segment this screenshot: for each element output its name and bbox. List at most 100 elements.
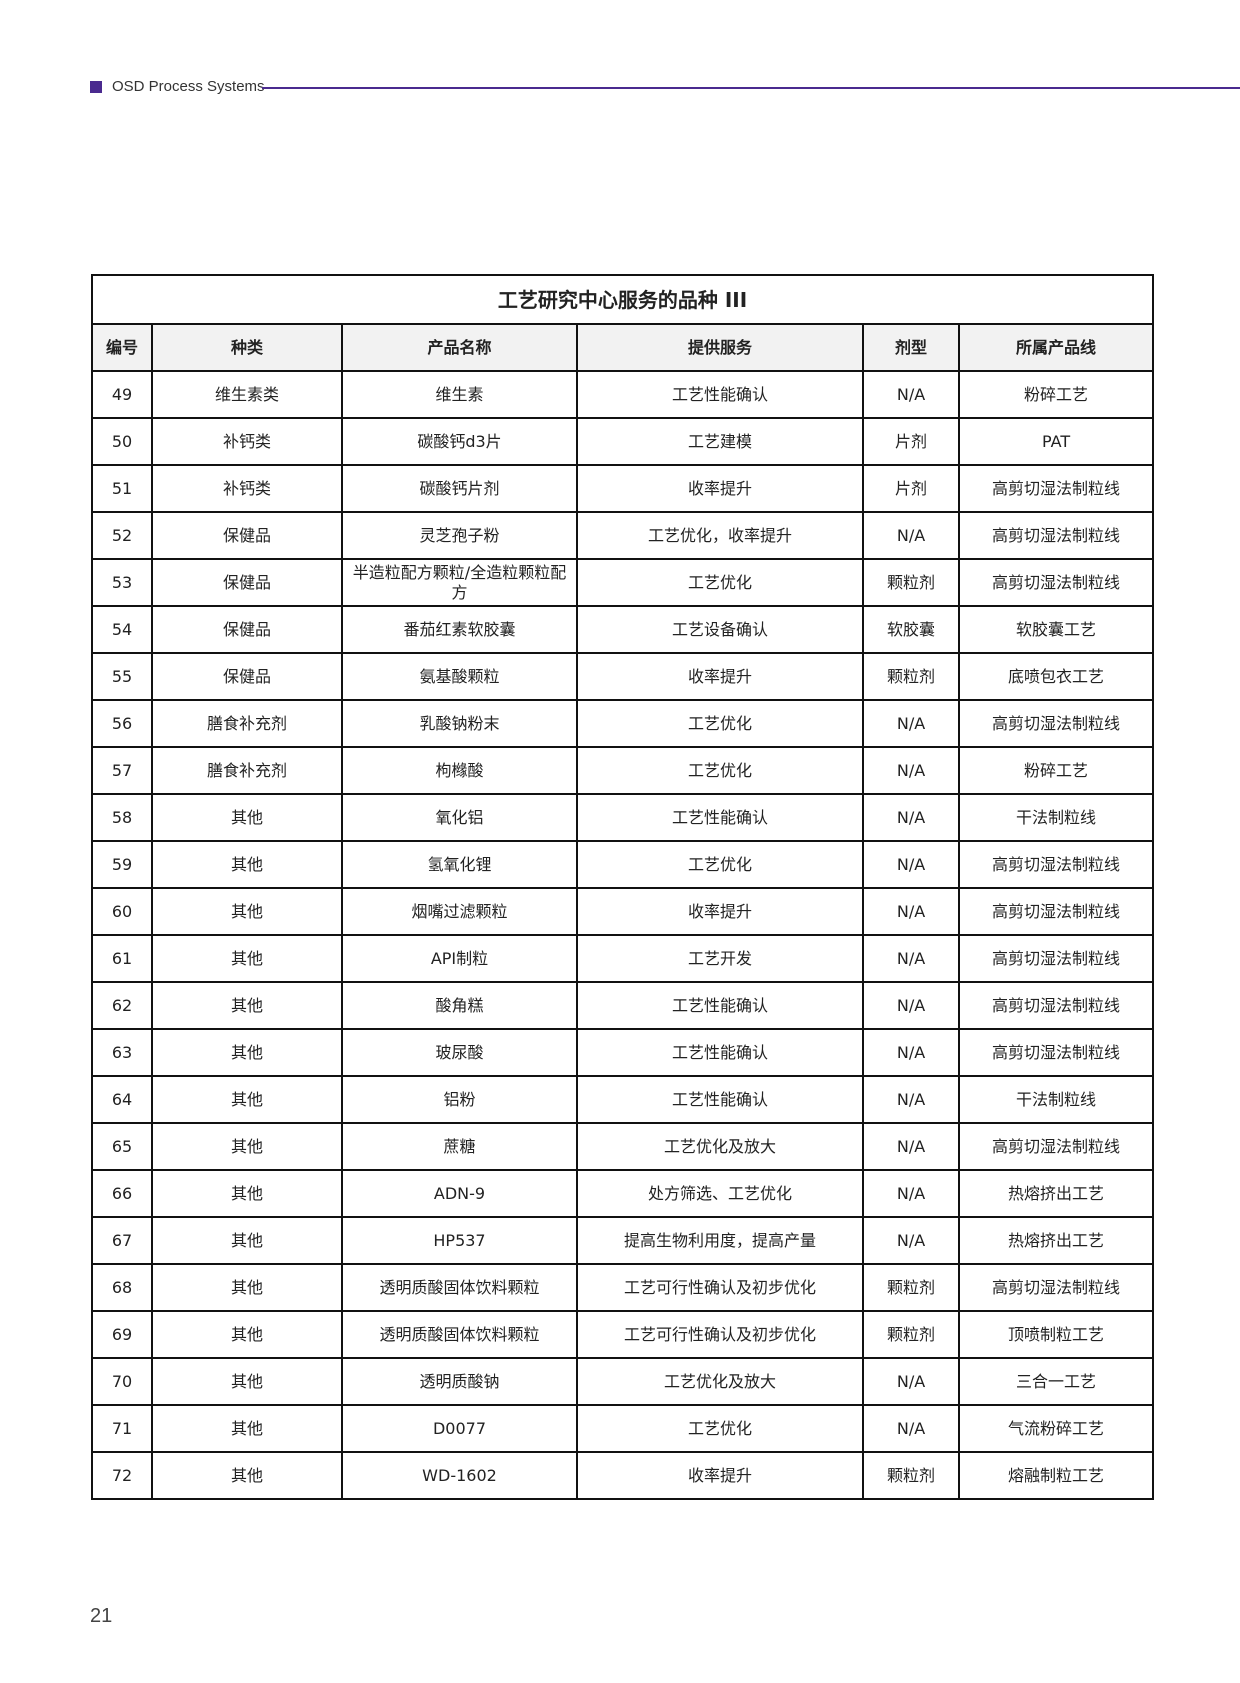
table-cell: N/A — [862, 370, 960, 419]
table-cell: 颗粒剂 — [862, 1451, 960, 1500]
table-cell: 保健品 — [151, 558, 343, 607]
table-row: 60 其他 烟嘴过滤颗粒 收率提升 N/A 高剪切湿法制粒线 — [91, 887, 1155, 936]
table-cell: API制粒 — [341, 934, 578, 983]
table-cell: 高剪切湿法制粒线 — [957, 840, 1155, 889]
table-cell: 60 — [91, 887, 153, 936]
table-cell: 68 — [91, 1263, 153, 1312]
table-cell: WD-1602 — [341, 1451, 578, 1500]
table-cell: 工艺建模 — [576, 417, 864, 466]
table-row: 62 其他 酸角糕 工艺性能确认 N/A 高剪切湿法制粒线 — [91, 981, 1155, 1030]
table-cell: 工艺性能确认 — [576, 793, 864, 842]
table-cell: 工艺优化，收率提升 — [576, 511, 864, 560]
table-cell: 保健品 — [151, 605, 343, 654]
table-cell: 干法制粒线 — [957, 1075, 1155, 1124]
table-cell: 67 — [91, 1216, 153, 1265]
table-cell: 63 — [91, 1028, 153, 1077]
table-cell: 蔗糖 — [341, 1122, 578, 1171]
table-cell: 51 — [91, 464, 153, 513]
brand-name: OSD Process Systems — [112, 78, 265, 95]
column-header: 种类 — [151, 323, 343, 372]
table-cell: 72 — [91, 1451, 153, 1500]
table-cell: 工艺性能确认 — [576, 370, 864, 419]
table-cell: 热熔挤出工艺 — [957, 1216, 1155, 1265]
table-cell: 58 — [91, 793, 153, 842]
table-cell: 工艺性能确认 — [576, 981, 864, 1030]
table-cell: 补钙类 — [151, 417, 343, 466]
table-header-row: 编号 种类 产品名称 提供服务 剂型 所属产品线 — [91, 323, 1155, 372]
table-cell: 其他 — [151, 1404, 343, 1453]
table-cell: 三合一工艺 — [957, 1357, 1155, 1406]
column-header: 所属产品线 — [957, 323, 1155, 372]
table-cell: N/A — [862, 1357, 960, 1406]
table-row: 49 维生素类 维生素 工艺性能确认 N/A 粉碎工艺 — [91, 370, 1155, 419]
table-cell: 61 — [91, 934, 153, 983]
table-cell: 乳酸钠粉末 — [341, 699, 578, 748]
table-cell: 补钙类 — [151, 464, 343, 513]
table-cell: N/A — [862, 1122, 960, 1171]
table-cell: N/A — [862, 511, 960, 560]
table-cell: 62 — [91, 981, 153, 1030]
table-cell: 粉碎工艺 — [957, 746, 1155, 795]
table-cell: 54 — [91, 605, 153, 654]
table-cell: 高剪切湿法制粒线 — [957, 1122, 1155, 1171]
table-cell: 其他 — [151, 1075, 343, 1124]
table-cell: N/A — [862, 1404, 960, 1453]
table-cell: 高剪切湿法制粒线 — [957, 981, 1155, 1030]
table-cell: 70 — [91, 1357, 153, 1406]
table-cell: 其他 — [151, 1310, 343, 1359]
table-cell: 维生素 — [341, 370, 578, 419]
table-cell: 枸橼酸 — [341, 746, 578, 795]
table-cell: 其他 — [151, 887, 343, 936]
table-cell: 高剪切湿法制粒线 — [957, 699, 1155, 748]
table-row: 64 其他 铝粉 工艺性能确认 N/A 干法制粒线 — [91, 1075, 1155, 1124]
table-cell: N/A — [862, 981, 960, 1030]
table-cell: 粉碎工艺 — [957, 370, 1155, 419]
table-row: 61 其他 API制粒 工艺开发 N/A 高剪切湿法制粒线 — [91, 934, 1155, 983]
table-row: 53 保健品 半造粒配方颗粒/全造粒颗粒配方 工艺优化 颗粒剂 高剪切湿法制粒线 — [91, 558, 1155, 607]
column-header: 编号 — [91, 323, 153, 372]
table-cell: 膳食补充剂 — [151, 746, 343, 795]
table-cell: 底喷包衣工艺 — [957, 652, 1155, 701]
table-cell: 玻尿酸 — [341, 1028, 578, 1077]
table-cell: 其他 — [151, 1122, 343, 1171]
table-cell: 氨基酸颗粒 — [341, 652, 578, 701]
table-cell: 其他 — [151, 793, 343, 842]
table-cell: N/A — [862, 840, 960, 889]
table-cell: HP537 — [341, 1216, 578, 1265]
table-cell: 57 — [91, 746, 153, 795]
table-row: 50 补钙类 碳酸钙d3片 工艺建模 片剂 PAT — [91, 417, 1155, 466]
table-cell: 工艺可行性确认及初步优化 — [576, 1310, 864, 1359]
table-cell: 保健品 — [151, 511, 343, 560]
table-cell: 颗粒剂 — [862, 1310, 960, 1359]
table-row: 52 保健品 灵芝孢子粉 工艺优化，收率提升 N/A 高剪切湿法制粒线 — [91, 511, 1155, 560]
table-cell: 工艺性能确认 — [576, 1075, 864, 1124]
table-row: 68 其他 透明质酸固体饮料颗粒 工艺可行性确认及初步优化 颗粒剂 高剪切湿法制粒线 — [91, 1263, 1155, 1312]
column-header: 产品名称 — [341, 323, 578, 372]
table-cell: 软胶囊工艺 — [957, 605, 1155, 654]
table-cell: 半造粒配方颗粒/全造粒颗粒配方 — [341, 558, 578, 607]
table-cell: 颗粒剂 — [862, 1263, 960, 1312]
table-cell: ADN-9 — [341, 1169, 578, 1218]
table-cell: N/A — [862, 793, 960, 842]
table-cell: 53 — [91, 558, 153, 607]
table-cell: 颗粒剂 — [862, 558, 960, 607]
table-cell: 工艺优化 — [576, 558, 864, 607]
table-cell: 高剪切湿法制粒线 — [957, 558, 1155, 607]
header-divider — [262, 87, 1240, 89]
brand-header: OSD Process Systems — [90, 78, 265, 95]
table-cell: 软胶囊 — [862, 605, 960, 654]
table-cell: 49 — [91, 370, 153, 419]
table-cell: 69 — [91, 1310, 153, 1359]
table-cell: 高剪切湿法制粒线 — [957, 511, 1155, 560]
table-cell: 处方筛选、工艺优化 — [576, 1169, 864, 1218]
table-cell: 其他 — [151, 1216, 343, 1265]
table-cell: 熔融制粒工艺 — [957, 1451, 1155, 1500]
table-row: 58 其他 氧化铝 工艺性能确认 N/A 干法制粒线 — [91, 793, 1155, 842]
table-cell: N/A — [862, 699, 960, 748]
table-row: 59 其他 氢氧化锂 工艺优化 N/A 高剪切湿法制粒线 — [91, 840, 1155, 889]
table-cell: PAT — [957, 417, 1155, 466]
table-cell: 膳食补充剂 — [151, 699, 343, 748]
table-cell: 工艺优化 — [576, 840, 864, 889]
table-cell: 高剪切湿法制粒线 — [957, 887, 1155, 936]
